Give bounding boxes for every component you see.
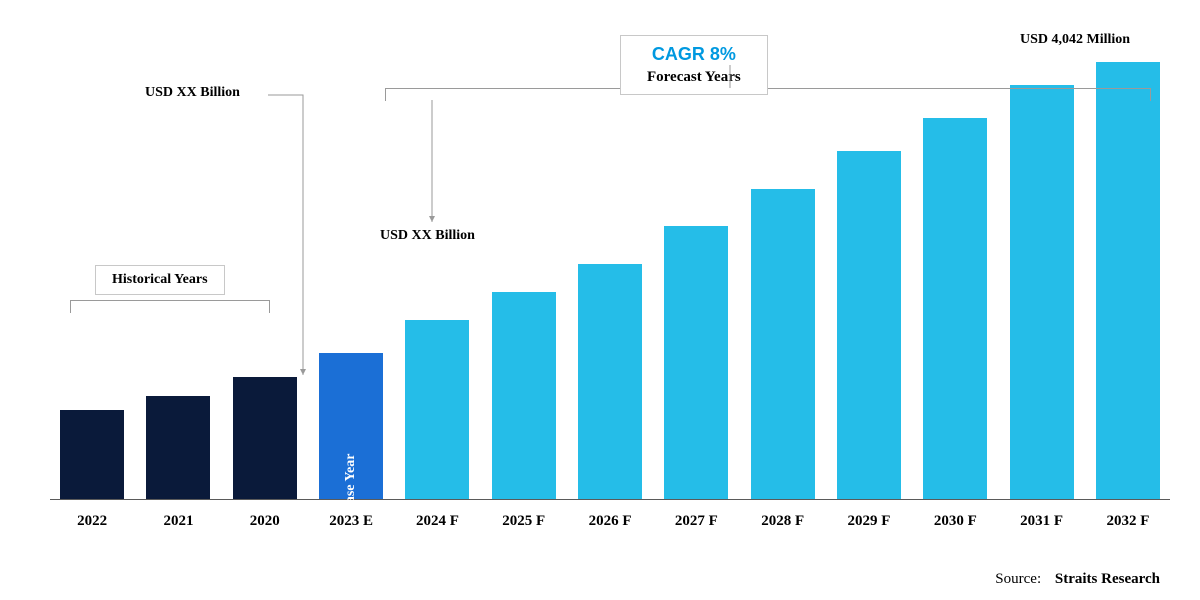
bar-x-label: 2032 F (1106, 513, 1149, 530)
cagr-subtitle: Forecast Years (647, 69, 741, 86)
bar (233, 377, 297, 499)
bar: Base Year (319, 353, 383, 499)
bar-wrapper: 2027 F (664, 226, 728, 499)
bar-x-label: 2025 F (502, 513, 545, 530)
base-year-label: Base Year (343, 454, 359, 513)
bar-x-label: 2023 E (329, 513, 373, 530)
bar (578, 264, 642, 499)
bar-wrapper: 2020 (233, 377, 297, 499)
bar-wrapper: 2029 F (837, 151, 901, 499)
bar (492, 292, 556, 499)
bracket-forecast (385, 88, 1151, 100)
bar-x-label: 2024 F (416, 513, 459, 530)
bar-x-label: 2021 (163, 513, 193, 530)
bar-x-label: 2028 F (761, 513, 804, 530)
annotation-forecast-start-value: USD XX Billion (380, 228, 475, 244)
source-value: Straits Research (1055, 571, 1160, 587)
bar (60, 410, 124, 499)
bar (837, 151, 901, 499)
source-line: Source: Straits Research (995, 571, 1160, 588)
bar-x-label: 2029 F (848, 513, 891, 530)
bar-x-label: 2027 F (675, 513, 718, 530)
bar (664, 226, 728, 499)
bar (146, 396, 210, 499)
bar-wrapper: 2028 F (751, 189, 815, 499)
callout-cagr: CAGR 8% Forecast Years (620, 35, 768, 95)
bracket-historical (70, 300, 270, 312)
bar-wrapper: 2031 F (1009, 85, 1073, 499)
annotation-historical-value: USD XX Billion (145, 85, 240, 101)
bar-wrapper: 2026 F (578, 264, 642, 499)
annotation-forecast-end-value: USD 4,042 Million (1020, 32, 1130, 48)
callout-historical-text: Historical Years (112, 272, 208, 287)
bar (751, 189, 815, 499)
callout-historical-years: Historical Years (95, 265, 225, 295)
bar (1096, 62, 1160, 499)
bar-wrapper: 2025 F (492, 292, 556, 499)
bar (405, 320, 469, 499)
bar-x-label: 2020 (250, 513, 280, 530)
bar-wrapper: Base Year2023 E (319, 353, 383, 499)
bar-x-label: 2022 (77, 513, 107, 530)
bar-wrapper: 2032 F (1096, 62, 1160, 499)
bar-wrapper: 2021 (146, 396, 210, 499)
cagr-title: CAGR 8% (647, 44, 741, 65)
bar-wrapper: 2024 F (405, 320, 469, 499)
bar-x-label: 2031 F (1020, 513, 1063, 530)
bar (1010, 85, 1074, 499)
source-label: Source: (995, 571, 1041, 587)
bar (923, 118, 987, 499)
bar-wrapper: 2030 F (923, 118, 987, 499)
bar-wrapper: 2022 (60, 410, 124, 499)
bar-x-label: 2030 F (934, 513, 977, 530)
bar-x-label: 2026 F (589, 513, 632, 530)
